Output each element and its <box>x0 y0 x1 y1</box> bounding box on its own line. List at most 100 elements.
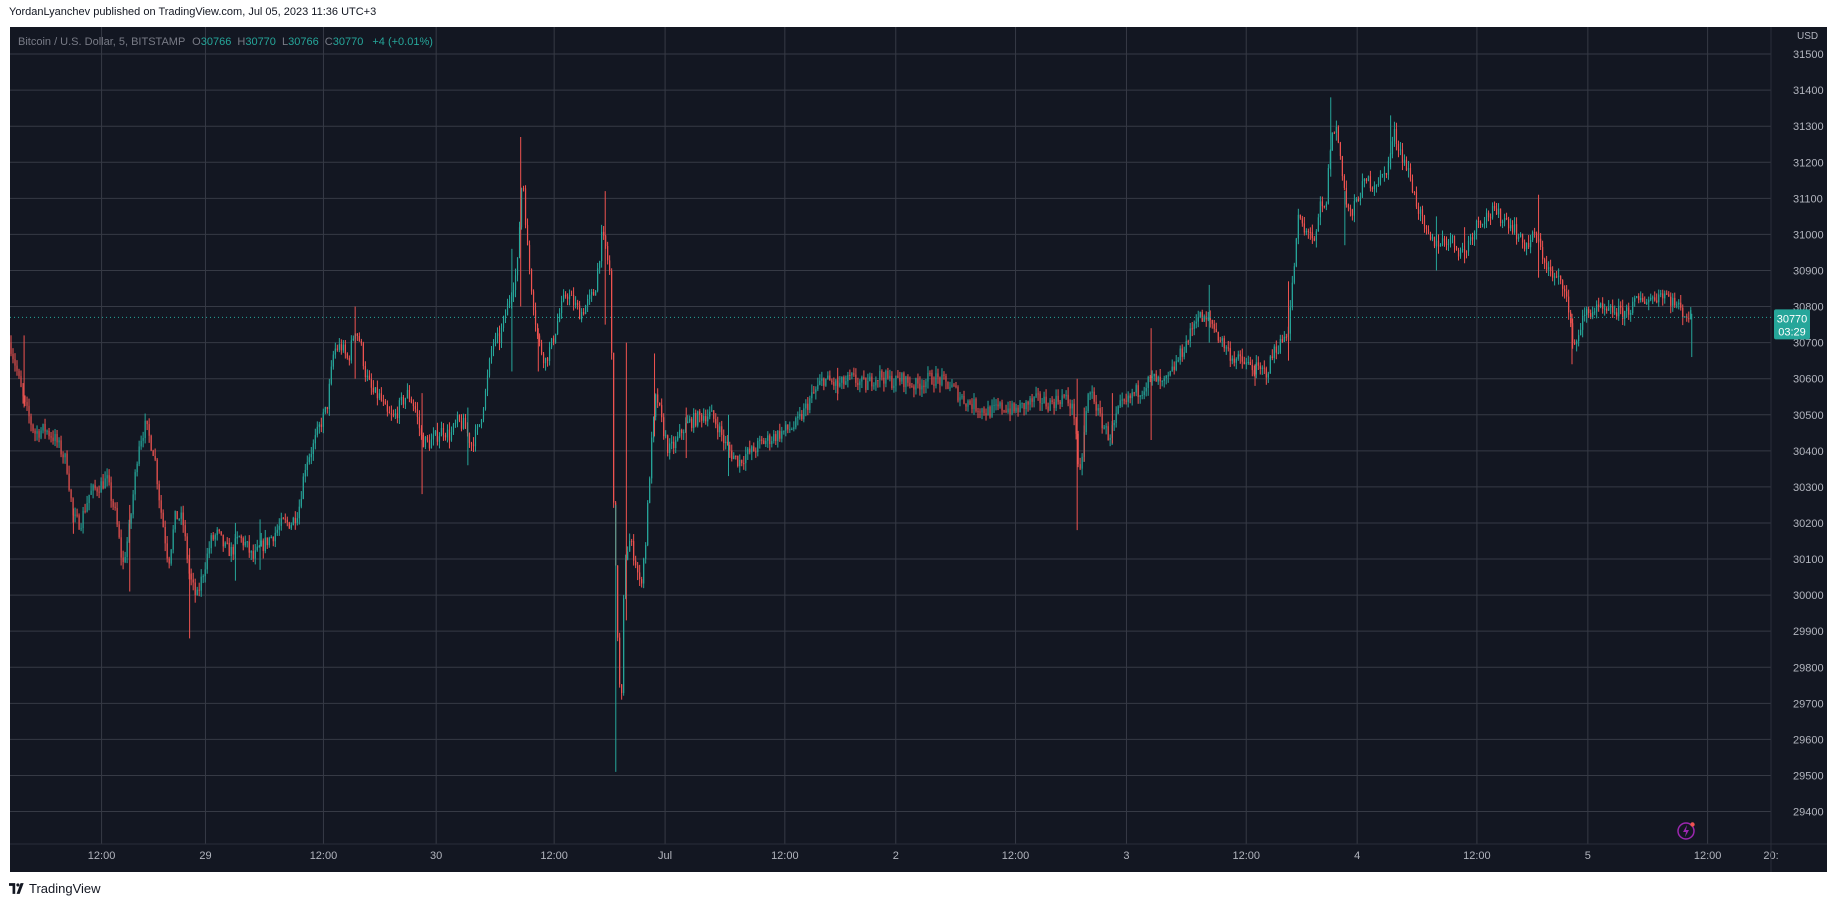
y-tick-label: 29600 <box>1793 734 1824 746</box>
candle-body <box>1523 242 1526 250</box>
candle-body <box>1241 356 1243 362</box>
candle-body <box>923 385 925 388</box>
candle-body <box>1159 376 1161 382</box>
candle-body <box>276 529 278 533</box>
candle-body <box>815 389 817 393</box>
candle-body <box>1576 341 1578 344</box>
candle-body <box>242 538 244 546</box>
candle-body <box>56 434 58 443</box>
candle-body <box>1365 178 1368 182</box>
candle-body <box>1481 223 1484 225</box>
tradingview-wordmark: TradingView <box>29 881 101 896</box>
candle-body <box>244 541 246 546</box>
candle-body <box>1361 181 1364 198</box>
candle-body <box>1459 249 1462 257</box>
candle-body <box>757 440 759 453</box>
symbol-name: Bitcoin / U.S. Dollar, 5, BITSTAMP <box>18 36 186 48</box>
candle-body <box>879 370 881 381</box>
candle-body <box>1387 160 1390 175</box>
candle-body <box>518 227 521 258</box>
candle-body <box>729 444 731 451</box>
candle-body <box>552 338 555 343</box>
candle-body <box>771 441 773 445</box>
symbol-legend: Bitcoin / U.S. Dollar, 5, BITSTAMP O3076… <box>18 36 433 48</box>
price-chart[interactable]: 29400 29500 29600 29700 29800 29900 30000 30100… <box>10 27 1827 872</box>
candle-body <box>1409 168 1412 180</box>
candle-body <box>98 491 100 493</box>
candle-body <box>1604 308 1606 310</box>
candle-body <box>1155 373 1157 382</box>
candle-body <box>1233 358 1235 363</box>
candle-body <box>48 430 50 437</box>
candle-body <box>715 418 717 425</box>
candle-body <box>548 347 551 361</box>
candle-body <box>112 500 114 507</box>
candle-body <box>1347 204 1349 208</box>
candle-body <box>120 537 122 558</box>
candle-body <box>963 396 965 404</box>
candle-body <box>1560 275 1562 281</box>
candle-body <box>977 411 979 413</box>
candle-body <box>859 381 861 386</box>
candle-body <box>372 387 374 393</box>
candle-body <box>653 416 655 438</box>
high-label: H <box>237 36 246 48</box>
candle-body <box>1495 208 1498 215</box>
candle-body <box>512 289 515 297</box>
candle-body <box>811 392 813 399</box>
candle-body <box>857 382 859 386</box>
candle-body <box>1363 178 1366 182</box>
candle-body <box>1668 294 1670 297</box>
candle-body <box>1654 297 1656 301</box>
candle-body <box>124 556 126 563</box>
candle-body <box>420 428 423 435</box>
candle-body <box>436 430 439 442</box>
candle-body <box>1355 198 1358 202</box>
candle-body <box>1161 381 1163 383</box>
candle-body <box>1123 399 1125 401</box>
y-tick-label: 30100 <box>1793 554 1824 566</box>
candle-body <box>1053 402 1055 408</box>
tradingview-logo[interactable]: TradingView <box>9 881 101 896</box>
candle-body <box>631 540 633 542</box>
candle-body <box>1045 396 1047 407</box>
candle-body <box>1602 303 1604 309</box>
candle-body <box>292 517 294 526</box>
candle-body <box>1640 297 1642 301</box>
candle-body <box>817 384 819 390</box>
candle-body <box>593 291 595 296</box>
candle-body <box>1319 201 1321 218</box>
candle-body <box>871 376 873 387</box>
candle-body <box>1215 328 1217 333</box>
candle-body <box>90 490 92 495</box>
candle-body <box>150 435 152 451</box>
candle-body <box>1259 365 1261 369</box>
lightning-icon[interactable] <box>1676 821 1696 841</box>
candle-body <box>1033 396 1035 402</box>
candle-body <box>44 424 46 432</box>
candle-body <box>863 377 865 379</box>
candle-body <box>743 463 745 465</box>
candle-body <box>1199 312 1201 318</box>
candle-body <box>1353 201 1356 216</box>
candle-body <box>154 455 156 460</box>
candle-body <box>1315 231 1317 241</box>
candle-body <box>855 374 857 383</box>
candle-body <box>236 536 238 539</box>
candle-body <box>1279 338 1281 353</box>
candle-body <box>368 375 370 380</box>
candle-body <box>386 404 388 412</box>
candle-body <box>1125 400 1127 402</box>
candle-body <box>1377 183 1380 186</box>
candle-body <box>204 569 206 577</box>
candle-body <box>1415 192 1418 207</box>
candle-body <box>1131 392 1133 399</box>
candle-body <box>240 536 242 539</box>
candle-body <box>1684 316 1686 318</box>
candle-body <box>983 408 985 414</box>
candle-body <box>24 396 26 403</box>
candle-body <box>1061 395 1063 405</box>
candle-body <box>1405 159 1408 171</box>
candle-body <box>1197 317 1199 322</box>
candle-body <box>987 406 989 416</box>
